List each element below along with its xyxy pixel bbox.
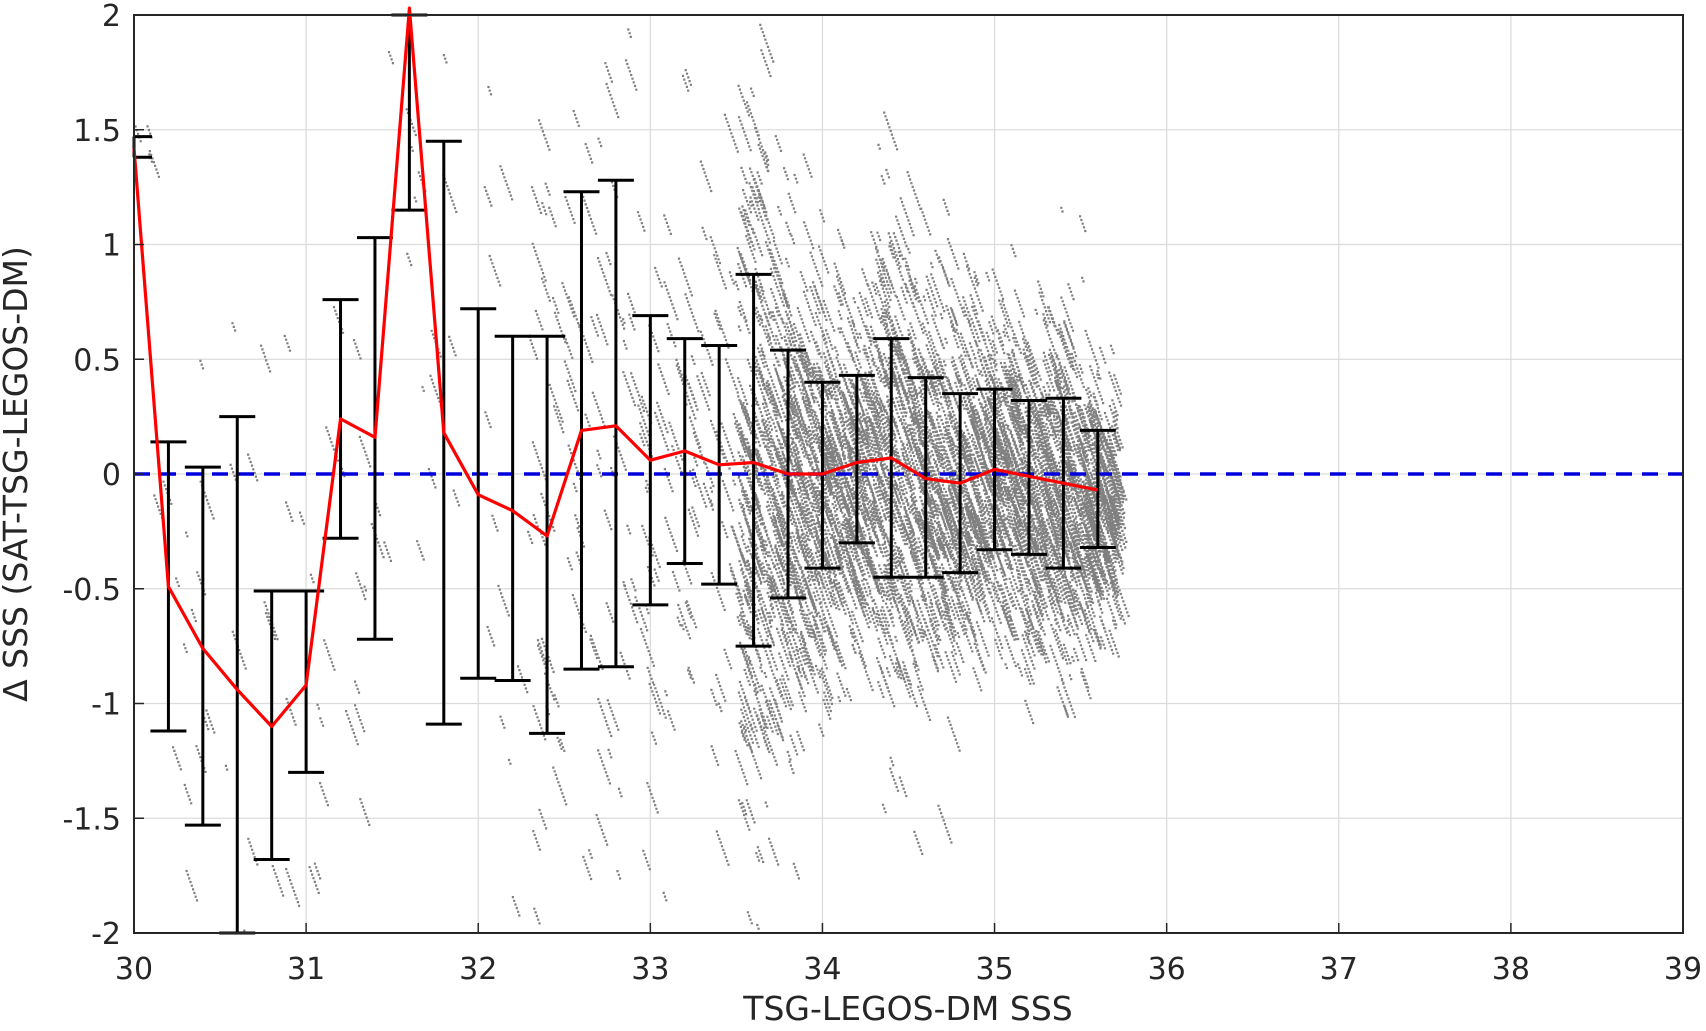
x-tick-label: 31 (287, 952, 325, 987)
x-tick-label: 33 (631, 952, 669, 987)
y-tick-label: 2 (102, 0, 121, 34)
error-bar (838, 373, 875, 545)
x-axis-ticks: 30 31 32 33 34 35 36 37 38 39 (115, 923, 1702, 987)
x-tick-label: 32 (459, 952, 497, 987)
x-tick-label: 38 (1492, 952, 1530, 987)
y-tick-label: 1 (102, 229, 121, 264)
x-tick-label: 34 (803, 952, 841, 987)
y-tick-label: -2 (91, 917, 121, 952)
y-tick-label: 1.5 (73, 114, 121, 149)
x-tick-label: 35 (975, 952, 1013, 987)
y-tick-label: -0.5 (62, 573, 121, 608)
y-tick-label: -1 (91, 688, 121, 723)
y-axis-label: Δ SSS (SAT-TSG-LEGOS-DM) (0, 246, 35, 702)
y-tick-label: 0 (102, 458, 121, 493)
error-bar (735, 272, 772, 648)
y-tick-label: -1.5 (62, 802, 121, 837)
x-tick-label: 39 (1664, 952, 1702, 987)
x-tick-label: 36 (1148, 952, 1186, 987)
x-tick-label: 30 (115, 952, 153, 987)
error-bar (597, 178, 634, 669)
mean-line (132, 6, 1099, 729)
x-axis-label: TSG-LEGOS-DM SSS (742, 989, 1072, 1028)
y-tick-label: 0.5 (73, 343, 121, 378)
error-bar (494, 334, 531, 683)
x-tick-label: 37 (1320, 952, 1358, 987)
y-axis-ticks: -2 -1.5 -1 -0.5 0 0.5 1 1.5 2 (62, 0, 144, 952)
